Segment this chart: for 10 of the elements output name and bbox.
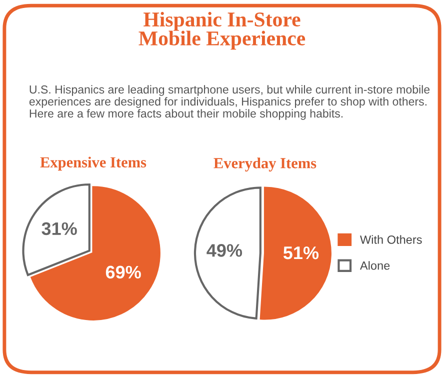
text: U.S. Hispanics are leading smartphone users, but while current in-store mobile experiences are designed for individuals, Hispanics prefer to shop with others. Here are a few more facts about their mobile shopping habits.: [29, 85, 430, 120]
data-label: 49%: [206, 244, 242, 257]
chart-title: Expensive Items: [40, 156, 146, 171]
legend-label: With Others: [360, 235, 422, 244]
data-label: 31%: [42, 222, 77, 236]
data-label: 69%: [106, 266, 141, 279]
chart-title: Everyday Items: [214, 158, 316, 172]
text: Hispanic In-Store Mobile Experience: [138, 12, 306, 50]
data-label: 51%: [283, 246, 319, 260]
legend-label: Alone: [360, 261, 390, 270]
